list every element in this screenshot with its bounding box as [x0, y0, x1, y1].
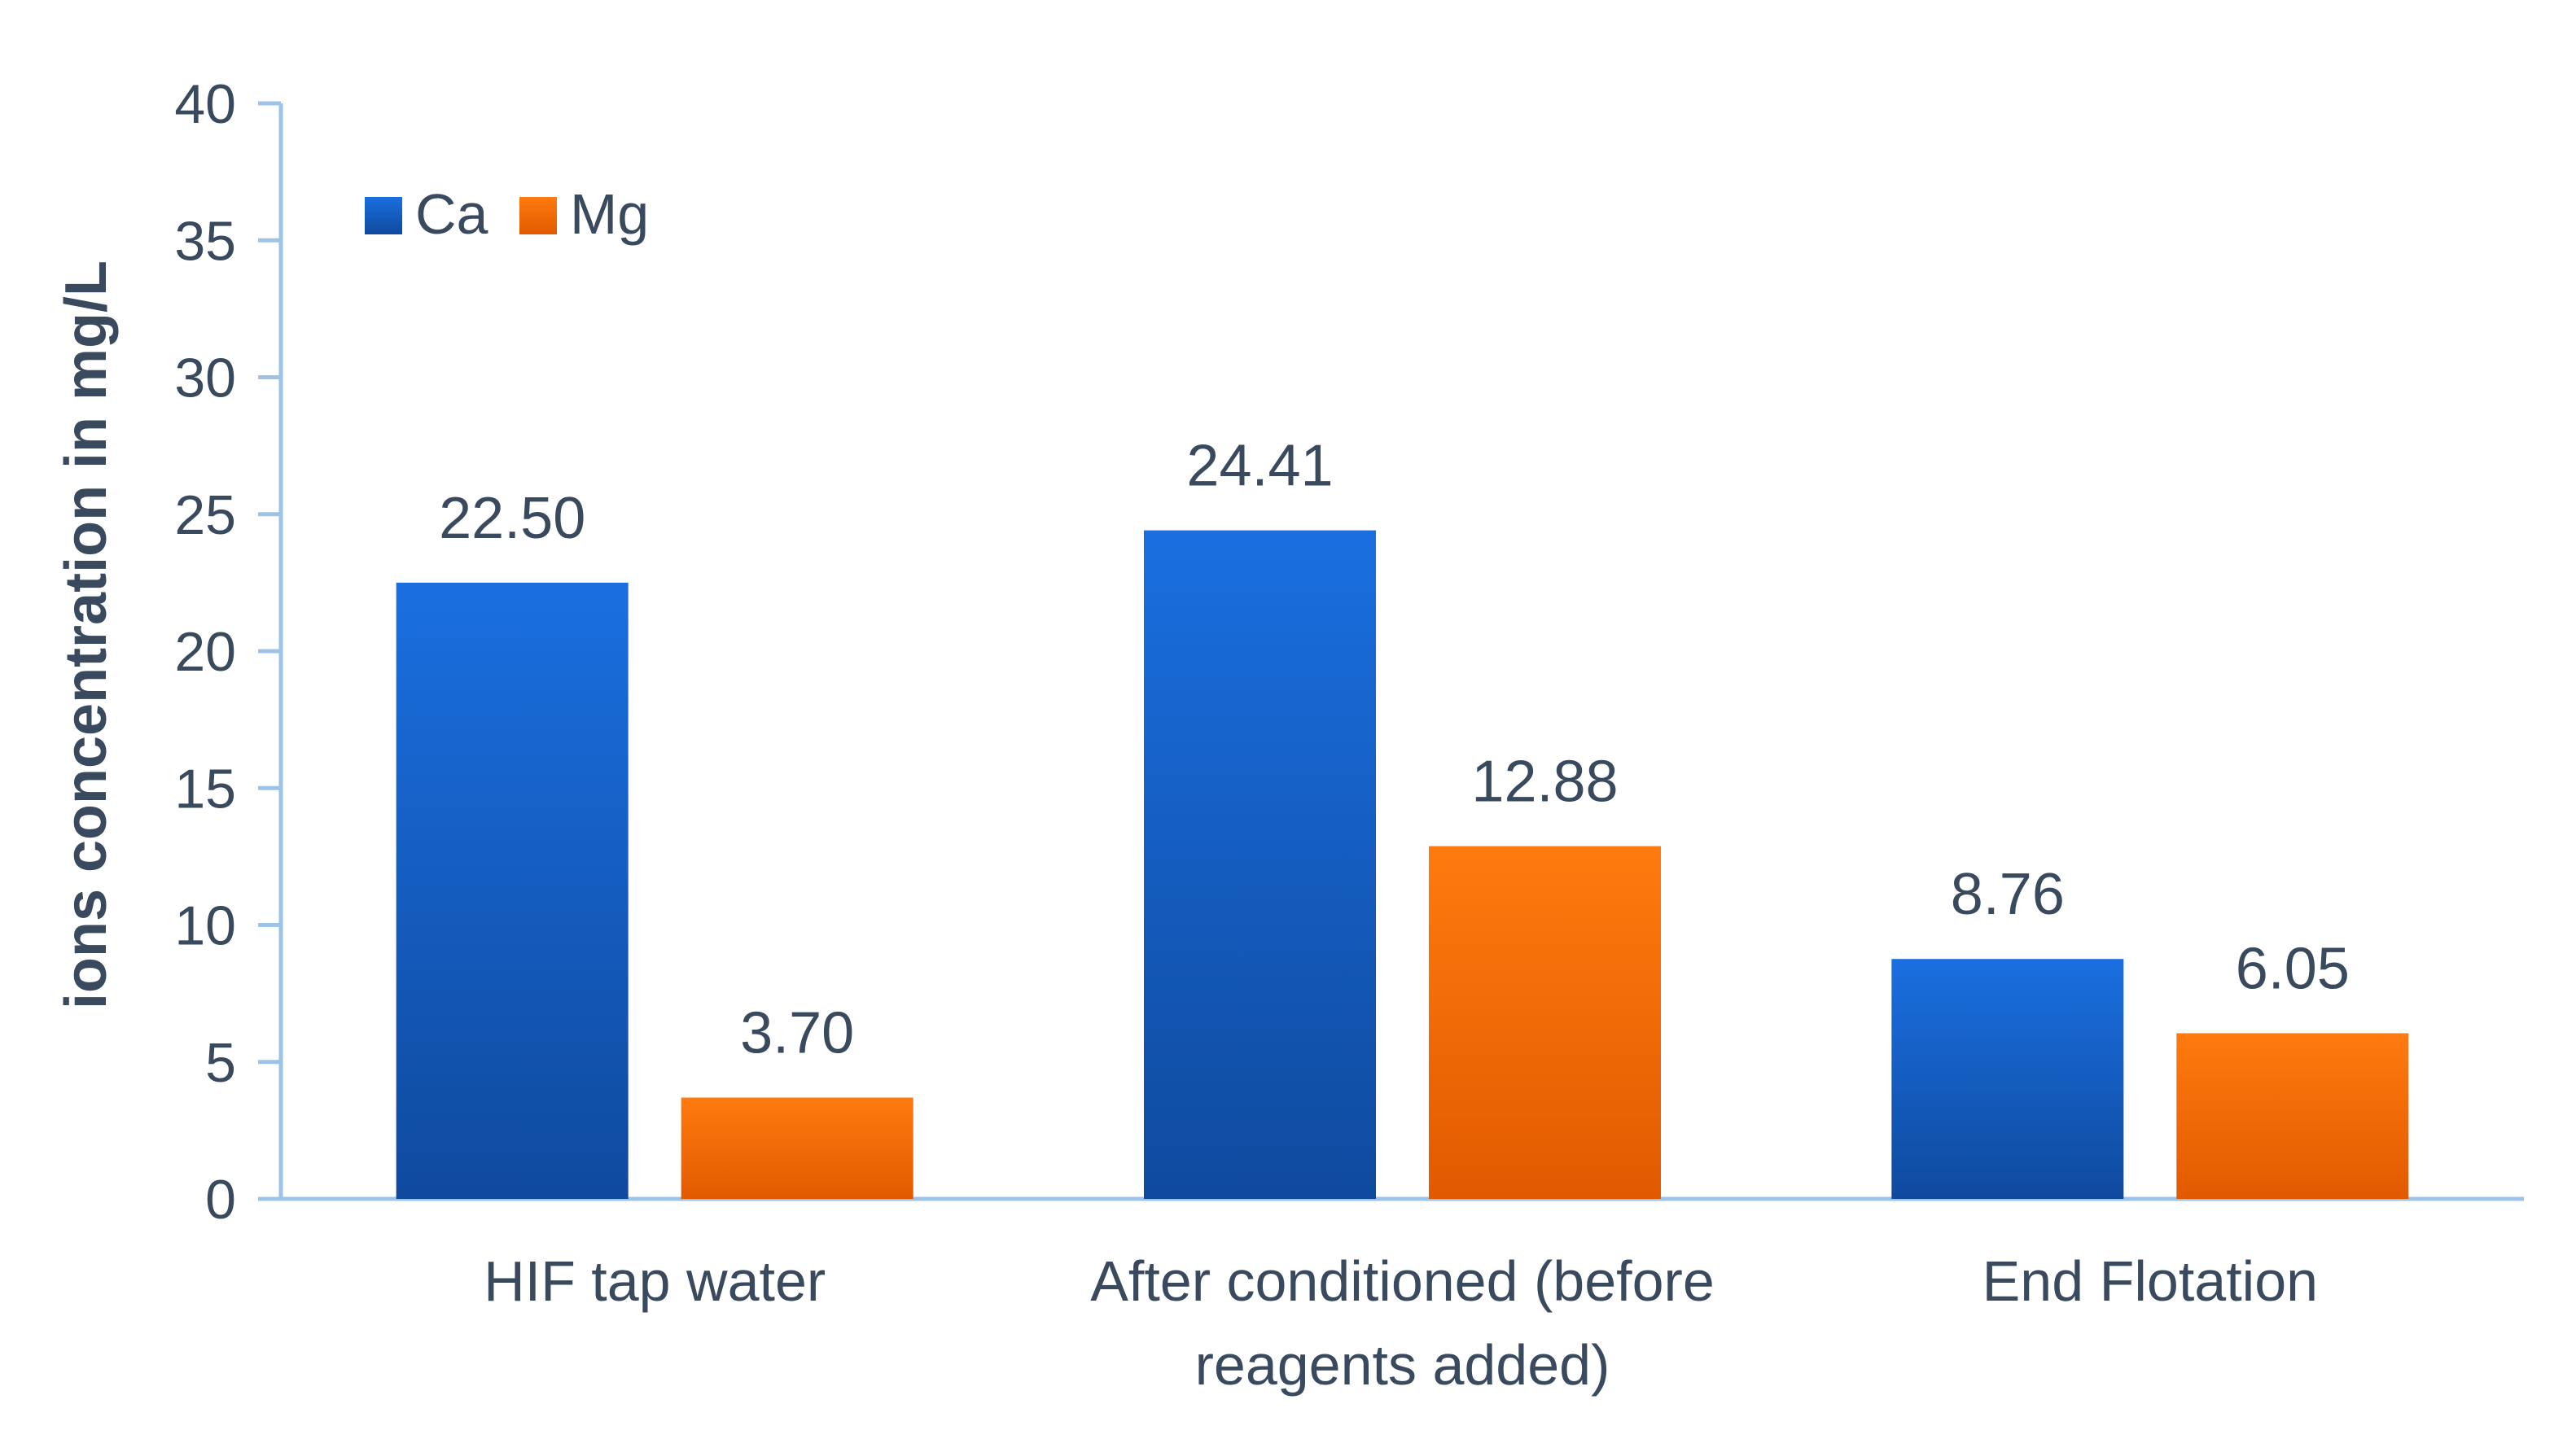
bar-ca-2: [1891, 959, 2124, 1199]
x-tick-label: HIF tap water: [484, 1249, 826, 1313]
bar-mg-2: [2176, 1033, 2409, 1199]
legend-label-mg: Mg: [570, 182, 649, 246]
y-tick-label: 30: [174, 348, 236, 409]
y-tick-label: 20: [174, 621, 236, 683]
legend-swatch-ca: [365, 197, 402, 234]
x-tick-label: End Flotation: [1982, 1249, 2318, 1313]
y-tick-label: 5: [205, 1032, 236, 1094]
x-tick-labels: HIF tap water After conditioned (before re…: [484, 1249, 2318, 1397]
bar-ca-1: [1144, 530, 1376, 1199]
y-tick-label: 35: [174, 210, 236, 272]
legend-label-ca: Ca: [415, 182, 488, 246]
y-axis-label: ions concentration in mg/L: [54, 260, 119, 1009]
bar-mg-0: [681, 1097, 913, 1199]
bars: [396, 530, 2409, 1199]
legend-swatch-mg: [519, 197, 557, 234]
y-ticks: 0 5 10 15 20 25 30 35 40: [174, 73, 281, 1231]
data-label-mg-1: 12.88: [1471, 750, 1618, 815]
y-tick-label: 10: [174, 895, 236, 957]
data-label-mg-2: 6.05: [2236, 936, 2350, 1001]
y-axis-label-group: ions concentration in mg/L: [54, 260, 119, 1009]
x-tick-label: reagents added): [1195, 1333, 1610, 1397]
legend: Ca Mg: [365, 182, 649, 246]
y-tick-label: 25: [174, 484, 236, 546]
data-label-mg-0: 3.70: [740, 1000, 854, 1065]
data-label-ca-1: 24.41: [1186, 434, 1333, 499]
y-tick-label: 40: [174, 73, 236, 135]
y-tick-label: 15: [174, 758, 236, 820]
x-tick-label: After conditioned (before: [1090, 1249, 1715, 1313]
value-labels: 22.50 3.70 24.41 12.88 8.76 6.05: [439, 434, 2350, 1066]
y-tick-label: 0: [205, 1169, 236, 1231]
bar-mg-1: [1429, 846, 1661, 1199]
data-label-ca-2: 8.76: [1951, 862, 2065, 927]
data-label-ca-0: 22.50: [439, 486, 585, 551]
bar-ca-0: [396, 582, 629, 1199]
